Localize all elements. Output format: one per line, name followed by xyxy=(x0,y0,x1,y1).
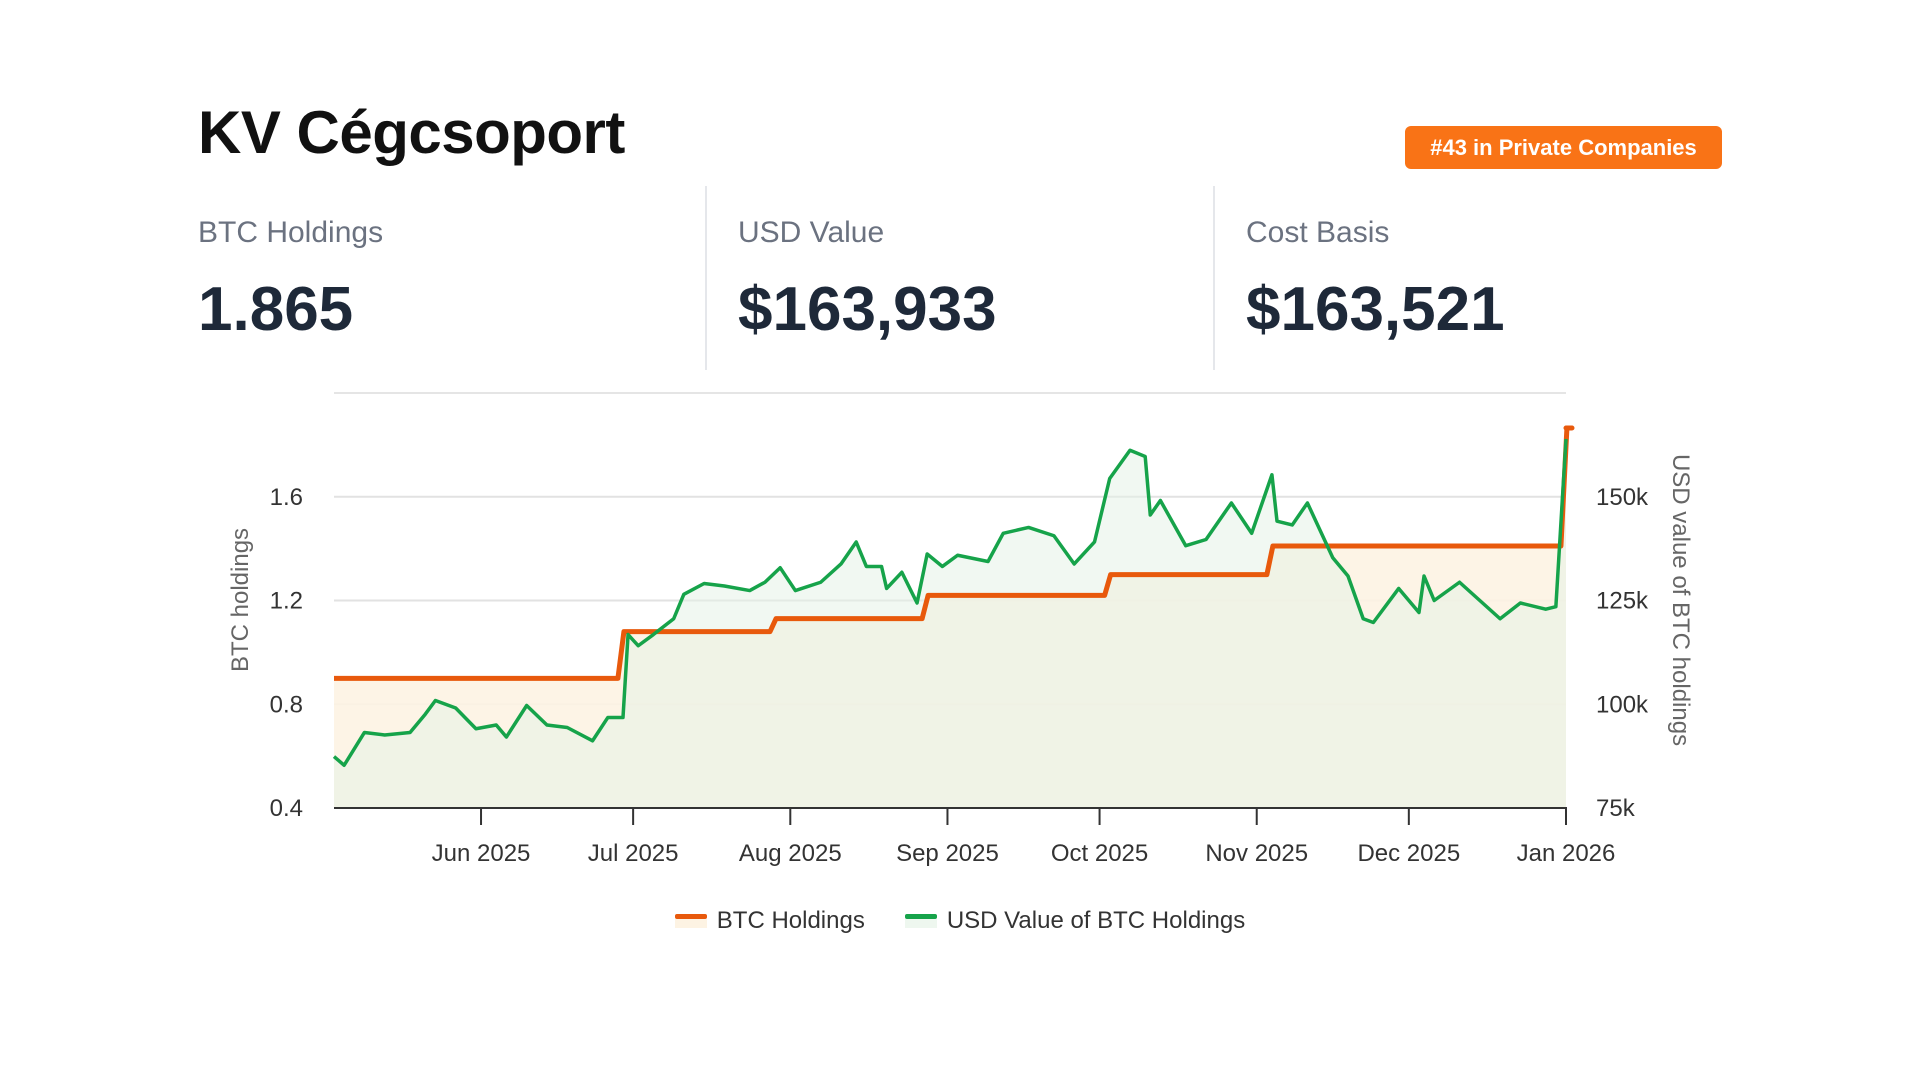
right-axis-title: USD value of BTC holdings xyxy=(1667,454,1694,746)
usd-value-line xyxy=(332,438,1568,768)
y-tick-label-left: 1.2 xyxy=(270,588,303,615)
legend-swatch-btc xyxy=(674,914,707,928)
y-tick-label-left: 0.8 xyxy=(270,691,303,718)
stat-label: USD Value xyxy=(738,216,885,249)
x-tick-label: Dec 2025 xyxy=(1357,840,1460,867)
series-lines xyxy=(332,425,1575,768)
stat-value: 1.865 xyxy=(198,275,354,344)
chart-legend: BTC Holdings USD Value of BTC Holdings xyxy=(0,907,1920,935)
area-fills xyxy=(334,428,1572,808)
y-tick-label-right: 125k xyxy=(1596,588,1649,615)
usd-value-area xyxy=(334,438,1566,808)
x-tick-label: Sep 2025 xyxy=(896,840,999,867)
legend-item-btc-holdings[interactable]: BTC Holdings xyxy=(674,907,865,935)
axes: 0.4 0.8 1.2 1.6 75k 100k 125k 150k Jun 2025 Jul 2… xyxy=(270,484,1649,867)
rank-badge[interactable]: #43 in Private Companies xyxy=(1405,126,1722,169)
y-tick-label-right: 75k xyxy=(1596,795,1636,822)
x-tick-label: Oct 2025 xyxy=(1051,840,1148,867)
legend-item-usd-value[interactable]: USD Value of BTC Holdings xyxy=(904,907,1246,935)
btc-holdings-line xyxy=(334,425,1575,681)
divider xyxy=(705,186,707,370)
legend-label: USD Value of BTC Holdings xyxy=(946,907,1246,934)
stat-label: Cost Basis xyxy=(1246,216,1390,249)
y-tick-label-right: 150k xyxy=(1596,484,1649,511)
x-tick-label: Jun 2025 xyxy=(432,840,531,867)
stat-value: $163,933 xyxy=(738,275,997,344)
y-tick-label-right: 100k xyxy=(1596,691,1649,718)
y-tick-label-left: 1.6 xyxy=(270,484,303,511)
stat-value: $163,521 xyxy=(1246,275,1505,344)
page-title: KV Cégcsoport xyxy=(198,99,625,166)
stat-label: BTC Holdings xyxy=(198,216,384,249)
x-tick-label: Aug 2025 xyxy=(739,840,842,867)
x-tick-label: Nov 2025 xyxy=(1205,840,1308,867)
left-axis-title: BTC holdings xyxy=(227,528,254,672)
divider xyxy=(1213,186,1215,370)
x-tick-label: Jan 2026 xyxy=(1517,840,1616,867)
x-tick-label: Jul 2025 xyxy=(588,840,679,867)
legend-swatch-usd xyxy=(904,914,937,928)
y-tick-label-left: 0.4 xyxy=(270,795,303,822)
legend-label: BTC Holdings xyxy=(716,907,865,934)
